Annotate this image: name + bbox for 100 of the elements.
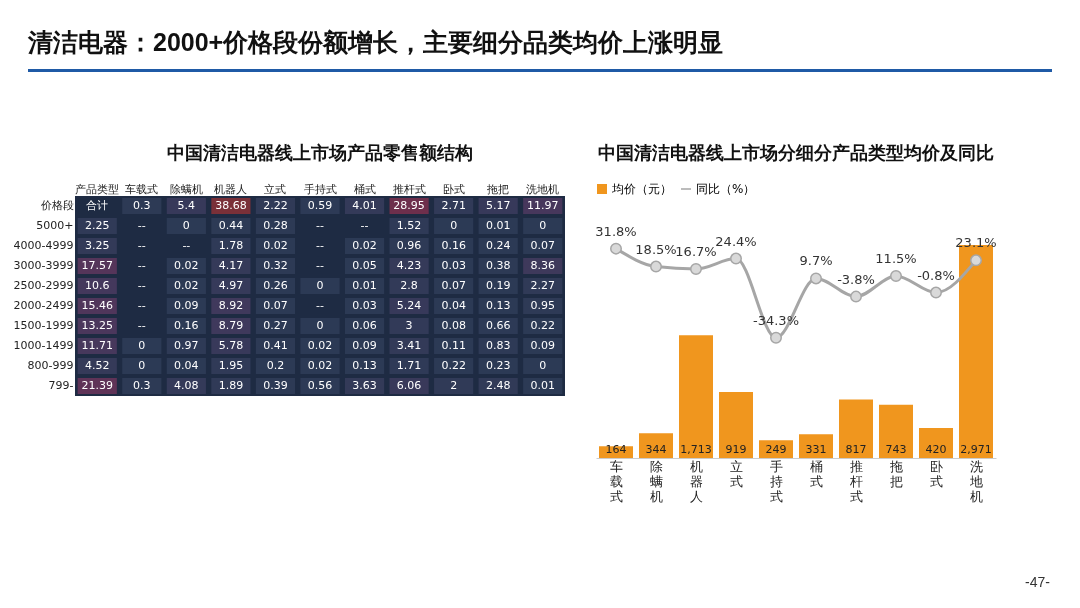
data-label: 16.7% — [675, 243, 717, 259]
data-label: 0.38 — [485, 259, 511, 272]
data-label: 11.71 — [81, 339, 114, 352]
data-label: 2,971 — [960, 443, 992, 456]
x-tick-label: 洗地机 — [968, 458, 983, 504]
data-label: 0.09 — [174, 299, 199, 312]
data-label: 0.26 — [263, 279, 288, 292]
x-tick-label: 除螨机 — [649, 458, 663, 504]
text: -- — [137, 279, 146, 292]
data-label: 0.41 — [263, 339, 288, 352]
text: -- — [316, 299, 324, 312]
data-label: 0.56 — [307, 379, 333, 392]
point — [850, 290, 862, 303]
data-label: -3.8% — [837, 271, 875, 287]
data-label: 817 — [845, 443, 867, 456]
point — [610, 242, 622, 255]
point — [930, 286, 942, 299]
data-label: 0.01 — [485, 219, 511, 232]
x-tick-label: 拖把 — [486, 182, 510, 196]
data-label: 21.39 — [81, 379, 114, 392]
data-label: 0.09 — [352, 339, 377, 352]
data-label: 0 — [316, 319, 324, 332]
text: -- — [137, 239, 146, 252]
data-label: 0 — [316, 279, 324, 292]
data-label: 2.27 — [530, 279, 555, 292]
text: -- — [137, 319, 146, 332]
data-label: 0.3 — [133, 379, 151, 392]
data-label: 5.24 — [396, 299, 422, 312]
data-label: 0.16 — [441, 239, 466, 252]
point — [890, 270, 902, 282]
data-label: 0 — [539, 359, 547, 372]
data-label: 0.02 — [174, 279, 199, 292]
bar — [719, 392, 753, 458]
data-label: 2 — [450, 379, 458, 392]
data-label: 18.5% — [635, 241, 677, 257]
data-label: 3.25 — [85, 239, 110, 252]
data-label: 1.78 — [218, 239, 244, 252]
y-tick-label: 4000-4999 — [13, 239, 74, 252]
data-label: 0.23 — [485, 359, 511, 372]
x-tick-label: 卧式 — [442, 182, 465, 196]
point — [730, 252, 742, 265]
data-label: 31.8% — [595, 223, 637, 239]
data-label: 0.07 — [263, 299, 288, 312]
data-label: 0.03 — [352, 299, 377, 312]
point — [970, 254, 982, 267]
data-label: -0.8% — [917, 267, 955, 283]
data-label: 2.25 — [85, 219, 110, 232]
x-tick-label: 机器人 — [689, 458, 703, 504]
data-label: 0.04 — [174, 359, 199, 372]
data-label: 38.68 — [215, 199, 247, 212]
data-label: 0.3 — [133, 199, 151, 212]
data-label: 8.79 — [218, 319, 244, 332]
x-tick-label: 卧式 — [929, 458, 943, 489]
data-label: 17.57 — [81, 259, 114, 272]
x-tick-label: 手持式 — [769, 458, 783, 504]
point — [690, 263, 702, 275]
data-label: 1.95 — [218, 359, 244, 372]
chart-title: 中国清洁电器线上市场产品零售额结构 — [167, 142, 473, 163]
data-label: 0.95 — [530, 299, 555, 312]
data-label: 1.89 — [218, 379, 244, 392]
data-label: 28.95 — [393, 199, 425, 212]
x-tick-label: 拖把 — [888, 458, 903, 489]
data-label: 4.01 — [352, 199, 377, 212]
chart-title: 中国清洁电器线上市场分细分产品类型均价及同比 — [598, 142, 994, 163]
data-label: 344 — [645, 443, 667, 456]
data-label: 164 — [605, 443, 627, 456]
data-label: 8.92 — [218, 299, 244, 312]
x-tick-label: 车载式 — [125, 182, 159, 196]
text: -- — [182, 239, 191, 252]
data-label: 4.17 — [218, 259, 244, 272]
y-tick-label: 5000+ — [36, 219, 74, 232]
data-label: 0.83 — [485, 339, 511, 352]
data-label: 5.78 — [218, 339, 244, 352]
y-tick-label: 1500-1999 — [13, 319, 74, 332]
data-label: 0.01 — [352, 279, 377, 292]
point — [650, 260, 662, 273]
data-label: 0 — [539, 219, 547, 232]
data-label: 0.66 — [485, 319, 511, 332]
data-label: 919 — [725, 443, 747, 456]
text: -- — [137, 299, 146, 312]
text: 合计 — [86, 199, 109, 212]
data-label: 13.25 — [81, 319, 114, 332]
data-label: 24.4% — [715, 233, 757, 249]
data-label: 0 — [138, 339, 146, 352]
data-label: -34.3% — [753, 312, 799, 328]
data-label: 0.13 — [485, 299, 511, 312]
bar — [679, 335, 713, 458]
data-label: 0.19 — [485, 279, 511, 292]
data-label: 0.01 — [530, 379, 555, 392]
y-tick-label: 2000-2499 — [13, 299, 74, 312]
data-label: 0 — [138, 359, 146, 372]
data-label: 2.8 — [400, 279, 418, 292]
data-label: 0.39 — [263, 379, 288, 392]
text: -- — [137, 219, 146, 232]
data-label: 10.6 — [85, 279, 110, 292]
y-tick-label: 800-999 — [27, 359, 74, 372]
data-label: 0.13 — [352, 359, 377, 372]
data-label: 331 — [805, 443, 827, 456]
data-label: 0.05 — [352, 259, 377, 272]
data-label: 0.32 — [263, 259, 288, 272]
